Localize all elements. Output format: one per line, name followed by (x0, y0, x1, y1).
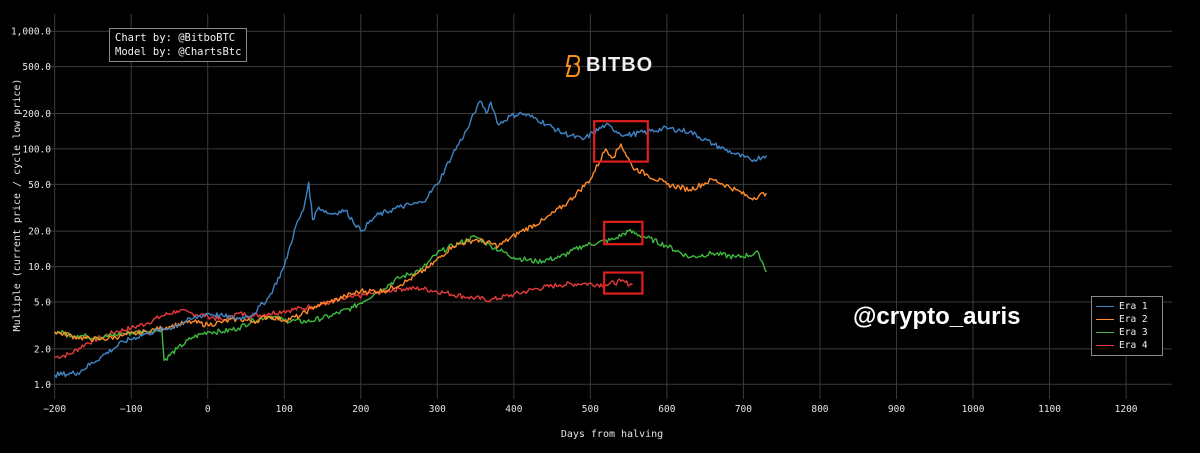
highlight-layer (593, 120, 649, 295)
y-axis-title: Multiple (current price / cycle low pric… (12, 79, 23, 332)
x-tick-label: 600 (658, 404, 675, 415)
y-tick-label: 20.0 (28, 227, 51, 238)
x-axis-title: Days from halving (561, 429, 663, 440)
y-tick-label: 200.0 (22, 109, 51, 120)
legend-swatch (1096, 306, 1114, 307)
legend: Era 1 Era 2 Era 3 Era 4 (1091, 296, 1163, 356)
y-tick-label: 500.0 (22, 62, 51, 73)
y-tick-label: 10.0 (28, 262, 51, 273)
x-tick-label: 1200 (1115, 404, 1138, 415)
series-layer (54, 100, 768, 379)
x-tick-label: 1000 (962, 404, 985, 415)
y-tick-label: 1,000.0 (11, 27, 51, 38)
x-tick-label: 0 (205, 404, 211, 415)
series-line-era-1 (54, 100, 768, 379)
x-tick-label: 800 (811, 404, 828, 415)
highlight-box (593, 120, 649, 163)
grid-layer (47, 14, 1172, 399)
legend-label: Era 3 (1119, 327, 1148, 338)
highlight-box (603, 271, 644, 295)
y-tick-label: 100.0 (22, 144, 51, 155)
x-tick-label: 200 (352, 404, 369, 415)
legend-swatch (1096, 332, 1114, 333)
x-tick-label: 300 (429, 404, 446, 415)
legend-label: Era 1 (1119, 301, 1148, 312)
legend-item[interactable]: Era 4 (1096, 339, 1158, 352)
legend-swatch (1096, 345, 1114, 346)
legend-label: Era 2 (1119, 314, 1148, 325)
legend-item[interactable]: Era 2 (1096, 313, 1158, 326)
x-tick-label: 1100 (1038, 404, 1061, 415)
legend-item[interactable]: Era 3 (1096, 326, 1158, 339)
series-line-era-2 (54, 143, 768, 342)
legend-swatch (1096, 319, 1114, 320)
chart-credit: Chart by: @BitboBTC (115, 32, 236, 44)
series-line-era-3 (54, 228, 768, 361)
logo-text: BITBO (586, 54, 654, 76)
x-tick-label: 500 (582, 404, 599, 415)
credit-box: Chart by: @BitboBTC Model by: @ChartsBtc (109, 28, 248, 62)
y-tick-label: 2.0 (34, 344, 51, 355)
watermark-text: @crypto_auris (853, 303, 1021, 330)
model-credit: Model by: @ChartsBtc (115, 46, 242, 58)
series-line-era-4 (54, 278, 633, 359)
tick-layer: −200 −100 0 100 200 300 400 500 600 700 800 900 1000… (11, 27, 1138, 415)
x-tick-label: 700 (735, 404, 752, 415)
x-tick-label: 900 (888, 404, 905, 415)
bitbo-b-icon (566, 54, 580, 77)
x-tick-label: −200 (43, 404, 66, 415)
x-tick-label: 100 (276, 404, 293, 415)
y-tick-label: 50.0 (28, 180, 51, 191)
y-tick-label: 5.0 (34, 298, 51, 309)
x-tick-label: 400 (505, 404, 522, 415)
highlight-box (603, 220, 644, 246)
legend-item[interactable]: Era 1 (1096, 300, 1158, 313)
legend-label: Era 4 (1119, 340, 1148, 351)
x-tick-label: −100 (120, 404, 143, 415)
bitbo-logo: BITBO (566, 54, 653, 77)
y-tick-label: 1.0 (34, 380, 51, 391)
